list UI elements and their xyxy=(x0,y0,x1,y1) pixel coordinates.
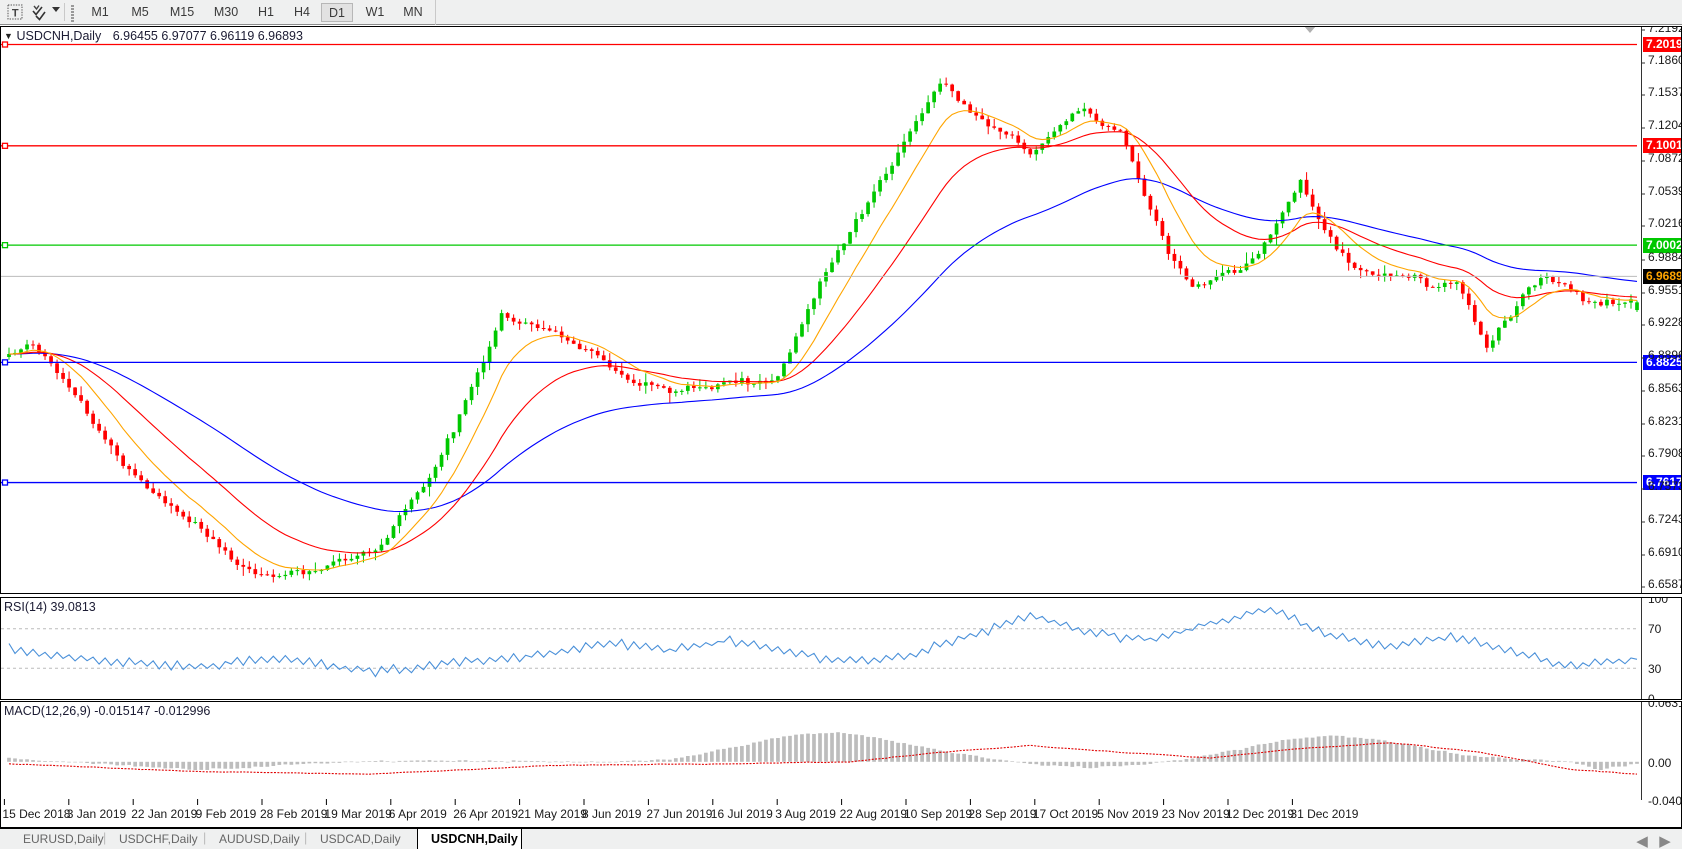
svg-text:T: T xyxy=(12,7,19,19)
